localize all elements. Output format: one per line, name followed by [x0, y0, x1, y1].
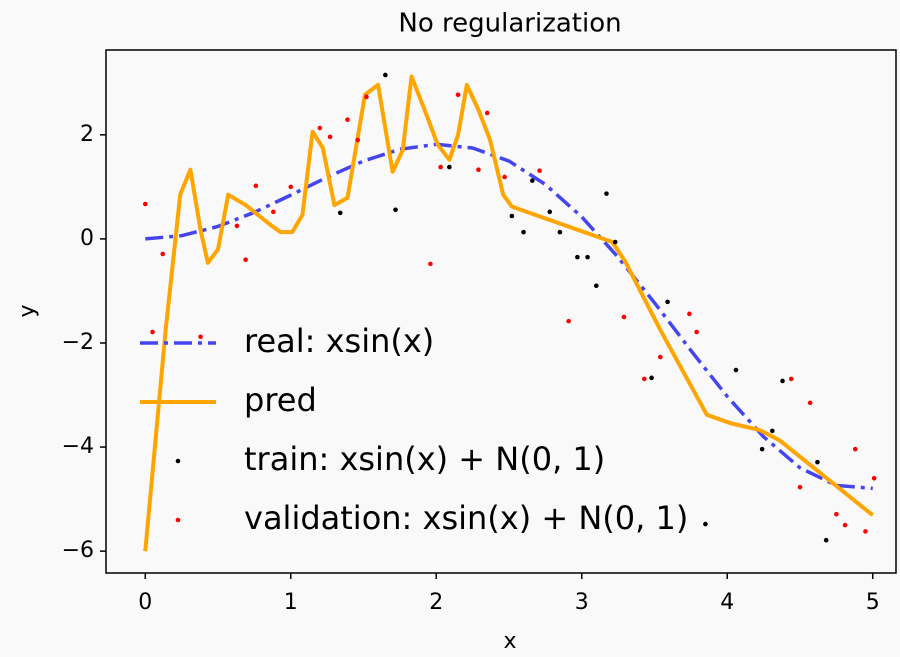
data-point — [234, 223, 240, 229]
data-point — [509, 213, 515, 219]
data-point — [733, 367, 739, 373]
legend: real: xsin(x) pred train: xsin(x) + N(0, 1… — [140, 322, 688, 537]
data-point — [759, 446, 765, 452]
legend-marker — [175, 458, 181, 464]
data-point — [502, 174, 507, 180]
y-tick-label: 0 — [80, 226, 94, 251]
x-tick-label: 3 — [575, 590, 589, 615]
data-point — [529, 178, 535, 183]
data-point — [575, 254, 580, 260]
data-point — [345, 117, 350, 123]
data-point — [484, 110, 490, 116]
data-point — [788, 376, 794, 382]
data-point — [447, 164, 452, 170]
x-tick-label: 0 — [138, 590, 152, 615]
data-point — [842, 522, 848, 528]
data-point — [317, 125, 323, 131]
data-point — [364, 94, 369, 100]
data-point — [160, 251, 166, 257]
data-point — [271, 209, 276, 215]
y-tick-label: 2 — [80, 122, 94, 147]
data-point — [327, 134, 333, 140]
legend-label: pred — [244, 381, 317, 419]
data-point — [547, 209, 553, 215]
data-point — [383, 72, 388, 78]
data-point — [253, 183, 259, 189]
data-point — [476, 167, 481, 172]
axes-frame — [105, 49, 897, 574]
data-point — [852, 446, 858, 452]
data-point — [823, 537, 829, 543]
data-point — [807, 400, 813, 406]
x-tick-label: 5 — [866, 590, 880, 615]
plot-area — [142, 72, 877, 552]
data-point — [770, 428, 775, 434]
y-tick-label: −4 — [62, 434, 94, 459]
data-point — [815, 459, 820, 465]
x-axis-label: x — [503, 629, 516, 654]
data-point — [658, 354, 663, 360]
data-point — [780, 378, 785, 384]
y-tick-label: −2 — [62, 330, 94, 355]
chart-title: No regularization — [398, 9, 621, 39]
data-point — [337, 210, 343, 216]
data-point — [834, 511, 839, 517]
legend-label: real: xsin(x) — [244, 322, 434, 360]
data-point — [797, 484, 803, 490]
x-tick-label: 4 — [720, 590, 734, 615]
data-point — [455, 92, 461, 98]
data-point — [393, 207, 398, 213]
data-point — [198, 334, 203, 340]
data-line — [143, 74, 874, 552]
data-point — [593, 283, 599, 289]
data-point — [142, 201, 148, 207]
legend-marker — [175, 517, 181, 523]
data-point — [566, 318, 571, 324]
data-point — [557, 229, 563, 235]
data-point — [428, 261, 433, 267]
data-point — [863, 529, 868, 534]
y-tick-label: −6 — [62, 538, 94, 563]
y-axis-label: y — [15, 304, 40, 317]
data-point — [687, 311, 692, 317]
data-point — [649, 375, 654, 381]
data-line — [145, 142, 873, 491]
x-tick-label: 1 — [284, 590, 298, 615]
data-point — [604, 191, 609, 196]
data-point — [288, 184, 294, 190]
data-point — [612, 239, 618, 245]
data-point — [703, 521, 708, 527]
data-point — [438, 164, 443, 170]
data-point — [150, 329, 155, 335]
data-point — [694, 329, 699, 335]
legend-label: train: xsin(x) + N(0, 1) — [244, 440, 605, 478]
data-point — [521, 229, 526, 235]
x-tick-label: 2 — [429, 590, 443, 615]
data-point — [585, 254, 590, 260]
data-point — [871, 475, 877, 481]
data-point — [642, 376, 647, 382]
data-point — [665, 299, 670, 305]
data-point — [621, 314, 627, 320]
data-point — [537, 168, 542, 174]
data-point — [355, 137, 360, 143]
data-point — [243, 257, 248, 263]
legend-label: validation: xsin(x) + N(0, 1) — [244, 499, 688, 537]
